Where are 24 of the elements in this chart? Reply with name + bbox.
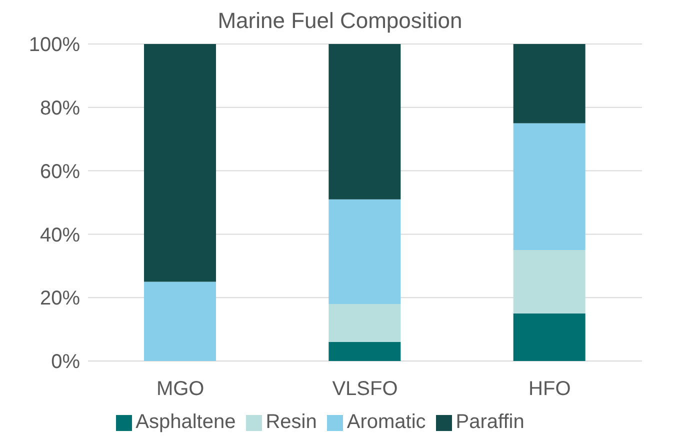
- y-tick-label: 80%: [40, 98, 80, 120]
- bar: [513, 250, 586, 314]
- bar: [144, 44, 216, 282]
- legend-label: Aromatic: [346, 411, 426, 433]
- y-tick-label: 60%: [40, 160, 80, 183]
- bar: [513, 44, 586, 124]
- x-tick-label: MGO: [156, 378, 204, 400]
- y-tick-label: 40%: [40, 224, 80, 246]
- y-tick-label: 0%: [51, 351, 80, 374]
- legend-label: Paraffin: [456, 411, 524, 433]
- y-tick-label: 20%: [40, 288, 80, 310]
- bar: [328, 44, 401, 200]
- bar: [144, 282, 216, 361]
- x-tick-label: HFO: [528, 378, 571, 400]
- bar: [328, 304, 401, 342]
- y-tick-label: 100%: [28, 34, 80, 56]
- bar: [328, 342, 401, 361]
- x-tick-label: VLSFO: [332, 378, 398, 400]
- legend-label: Resin: [266, 411, 317, 433]
- bar: [328, 199, 401, 304]
- bar: [513, 313, 586, 361]
- legend-label: Asphaltene: [136, 411, 236, 433]
- bar: [513, 123, 586, 250]
- chart-title: Marine Fuel Composition: [216, 8, 464, 34]
